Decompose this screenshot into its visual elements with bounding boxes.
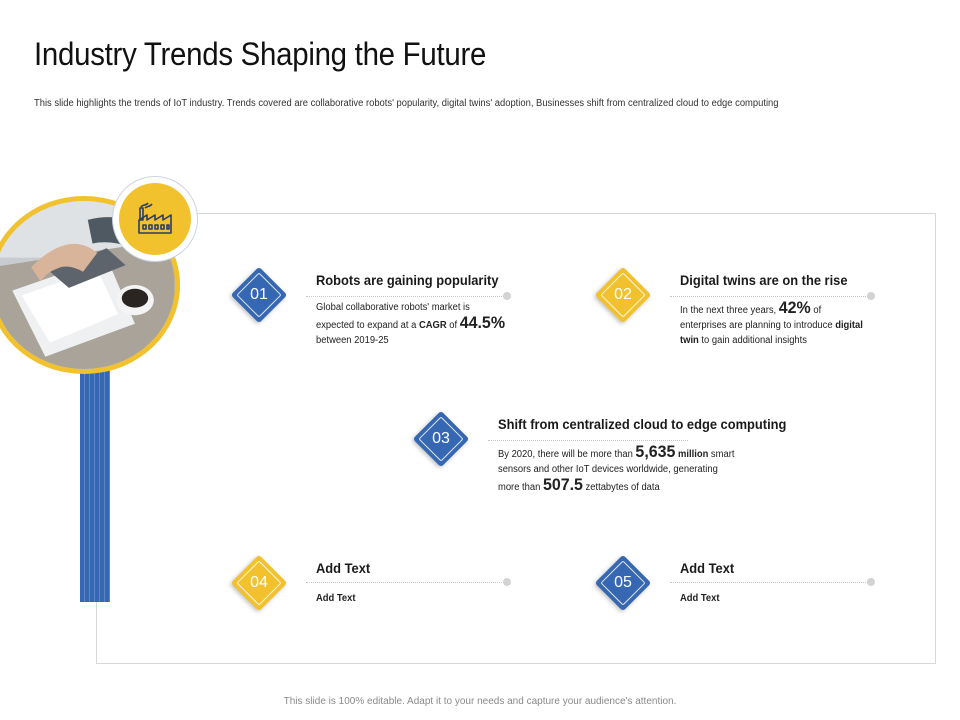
item-05-text: Add Text (680, 593, 720, 604)
item-05-dot (867, 578, 875, 586)
factory-icon (119, 183, 191, 255)
item-03-badge: 03 (412, 410, 470, 468)
item-03-text: By 2020, there will be more than 5,635 m… (498, 442, 735, 494)
item-02-title: Digital twins are on the rise (680, 272, 848, 288)
item-02-number: 02 (614, 286, 632, 303)
item-02-dot (867, 292, 875, 300)
item-02-badge: 02 (594, 266, 652, 324)
item-01-number: 01 (250, 286, 268, 303)
item-04-title: Add Text (316, 560, 371, 576)
slide-subtitle: This slide highlights the trends of IoT … (34, 98, 779, 109)
item-03-number: 03 (432, 430, 450, 447)
item-05-number: 05 (614, 574, 632, 591)
item-04-dot (503, 578, 511, 586)
item-01-divider (306, 296, 506, 297)
item-03-divider (488, 440, 688, 441)
item-04-number: 04 (250, 574, 268, 591)
item-05-title: Add Text (680, 560, 735, 576)
item-02-divider (670, 296, 870, 297)
item-04-divider (306, 582, 506, 583)
striped-pillar (80, 360, 110, 602)
item-01-title: Robots are gaining popularity (316, 272, 499, 288)
item-01-badge: 01 (230, 266, 288, 324)
item-04-text: Add Text (316, 593, 356, 604)
item-05-divider (670, 582, 870, 583)
slide-title: Industry Trends Shaping the Future (34, 36, 487, 72)
slide-footer: This slide is 100% editable. Adapt it to… (283, 696, 677, 707)
item-04-badge: 04 (230, 554, 288, 612)
item-02-text: In the next three years, 42% of enterpri… (680, 298, 863, 346)
item-01-text: Global collaborative robots' market is e… (316, 302, 506, 346)
factory-badge (112, 176, 198, 262)
item-01-dot (503, 292, 511, 300)
item-05-badge: 05 (594, 554, 652, 612)
item-03-title: Shift from centralized cloud to edge com… (498, 416, 787, 432)
